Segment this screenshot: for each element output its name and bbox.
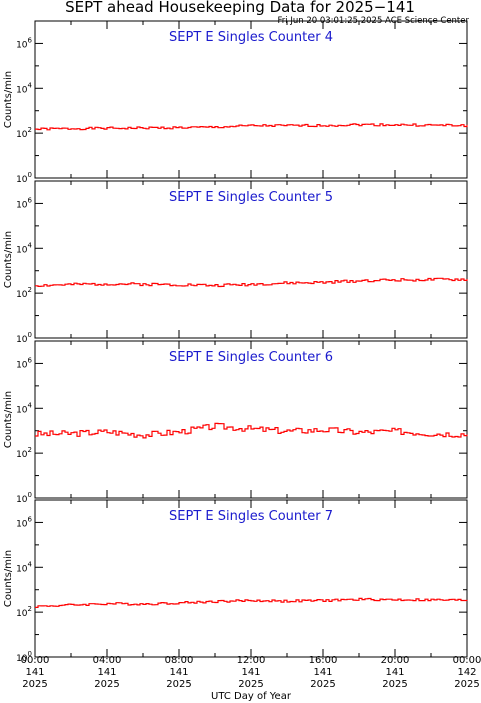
y-tick-base: 10 (16, 450, 28, 460)
y-tick-base: 10 (16, 200, 28, 210)
x-tick-label-doy: 142 (457, 667, 476, 678)
x-axis-labels: 00:00141202504:00141202508:00141202512:0… (21, 655, 481, 690)
x-tick-label-doy: 141 (241, 667, 260, 678)
y-tick-label: 102 (16, 605, 32, 619)
y-tick-base: 10 (16, 245, 28, 255)
y-tick-base: 10 (16, 654, 28, 664)
x-tick-label-year: 2025 (382, 679, 407, 690)
y-tick-label: 102 (16, 126, 32, 140)
x-tick-label-doy: 141 (385, 667, 404, 678)
y-tick-base: 10 (16, 335, 28, 345)
y-tick-exponent: 2 (28, 446, 32, 454)
y-tick-label: 100 (16, 650, 32, 664)
y-tick-label: 100 (16, 491, 32, 505)
x-tick-label-doy: 141 (25, 667, 44, 678)
x-tick-label-time: 08:00 (165, 655, 194, 666)
x-tick-label-doy: 141 (97, 667, 116, 678)
x-tick-label-time: 04:00 (93, 655, 122, 666)
series-line (35, 277, 468, 288)
y-tick-exponent: 4 (28, 81, 33, 89)
series-line (35, 422, 468, 439)
y-tick-exponent: 0 (28, 331, 32, 339)
x-tick-label-year: 2025 (22, 679, 47, 690)
y-tick-label: 106 (16, 515, 32, 529)
y-tick-base: 10 (16, 85, 28, 95)
x-tick-label-time: 20:00 (381, 655, 410, 666)
figure-title: SEPT ahead Housekeeping Data for 2025−14… (65, 0, 415, 16)
y-tick-label: 104 (16, 241, 32, 255)
y-tick-base: 10 (16, 519, 28, 529)
x-tick-label-time: 16:00 (309, 655, 338, 666)
y-tick-exponent: 2 (28, 126, 32, 134)
series-line (35, 123, 468, 131)
x-tick-label-time: 00:00 (21, 655, 50, 666)
y-tick-base: 10 (16, 495, 28, 505)
y-tick-label: 104 (16, 401, 32, 415)
y-tick-base: 10 (16, 360, 28, 370)
x-tick-label-year: 2025 (310, 679, 335, 690)
y-tick-label: 100 (16, 171, 32, 185)
y-tick-exponent: 6 (28, 356, 33, 364)
x-tick-label-time: 12:00 (237, 655, 266, 666)
y-tick-label: 106 (16, 356, 32, 370)
x-axis-title: UTC Day of Year (211, 691, 292, 702)
y-tick-exponent: 4 (28, 401, 33, 409)
x-tick-label-year: 2025 (94, 679, 119, 690)
y-tick-label: 106 (16, 36, 32, 50)
y-tick-base: 10 (16, 405, 28, 415)
y-axis-label: Counts/min (3, 391, 14, 448)
x-tick-label-year: 2025 (166, 679, 191, 690)
y-tick-exponent: 4 (28, 560, 33, 568)
x-tick-label-year: 2025 (454, 679, 479, 690)
y-tick-base: 10 (16, 130, 28, 140)
y-tick-exponent: 2 (28, 605, 32, 613)
y-tick-base: 10 (16, 40, 28, 50)
y-tick-base: 10 (16, 290, 28, 300)
y-tick-base: 10 (16, 564, 28, 574)
y-axis-label: Counts/min (3, 550, 14, 607)
y-tick-label: 102 (16, 446, 32, 460)
panel-title: SEPT E Singles Counter 5 (169, 190, 333, 205)
x-tick-label-doy: 141 (313, 667, 332, 678)
x-tick-label-year: 2025 (238, 679, 263, 690)
y-tick-exponent: 0 (28, 491, 32, 499)
y-tick-label: 102 (16, 286, 32, 300)
y-tick-label: 104 (16, 560, 32, 574)
y-tick-exponent: 2 (28, 286, 32, 294)
y-tick-exponent: 6 (28, 196, 33, 204)
y-tick-exponent: 0 (28, 650, 32, 658)
y-tick-label: 100 (16, 331, 32, 345)
x-tick-label-time: 00:00 (453, 655, 481, 666)
panel-title: SEPT E Singles Counter 6 (169, 350, 333, 365)
panel-title: SEPT E Singles Counter 4 (169, 30, 333, 45)
y-tick-exponent: 6 (28, 36, 33, 44)
y-tick-base: 10 (16, 609, 28, 619)
panel-title: SEPT E Singles Counter 7 (169, 509, 333, 524)
y-tick-base: 10 (16, 175, 28, 185)
y-tick-label: 104 (16, 81, 32, 95)
x-tick-label-doy: 141 (169, 667, 188, 678)
y-axis-label: Counts/min (3, 71, 14, 128)
y-tick-exponent: 6 (28, 515, 33, 523)
y-tick-exponent: 4 (28, 241, 33, 249)
series-line (35, 597, 468, 608)
y-tick-exponent: 0 (28, 171, 32, 179)
y-tick-label: 106 (16, 196, 32, 210)
y-axis-label: Counts/min (3, 231, 14, 288)
